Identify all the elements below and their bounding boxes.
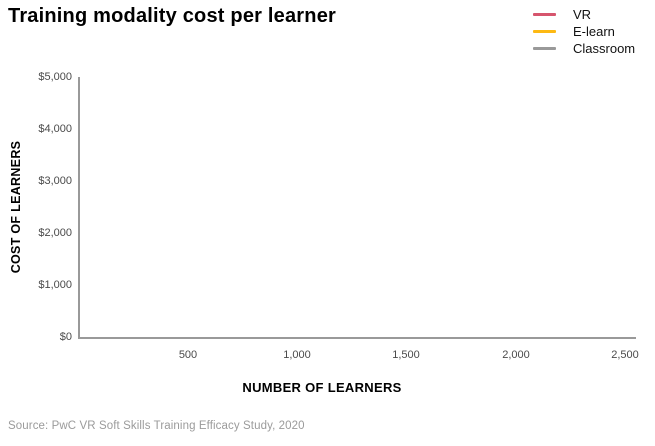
source-note: Source: PwC VR Soft Skills Training Effi… xyxy=(8,420,305,432)
legend-item-vr: VR xyxy=(533,6,635,23)
classroom-line-swatch-icon xyxy=(533,47,556,50)
y-tick-label-2000: $2,000 xyxy=(38,227,72,239)
y-tick-label-0: $0 xyxy=(59,331,72,343)
x-tick-label-1500: 1,500 xyxy=(392,349,420,361)
x-tick-label-2500: 2,500 xyxy=(611,349,639,361)
plot-area xyxy=(80,77,636,337)
x-tick-label-500: 500 xyxy=(178,349,198,361)
y-axis-title: COST OF LEARNERS xyxy=(9,140,23,274)
elearn-line-swatch-icon xyxy=(533,30,556,33)
legend-item-elearn: E-learn xyxy=(533,23,635,40)
legend-label-vr: VR xyxy=(573,7,592,22)
x-axis-line xyxy=(78,337,636,339)
legend-label-elearn: E-learn xyxy=(573,24,615,39)
y-tick-label-1000: $1,000 xyxy=(38,279,72,291)
y-tick-label-4000: $4,000 xyxy=(38,123,72,135)
x-axis-title: NUMBER OF LEARNERS xyxy=(242,380,402,395)
chart-title: Training modality cost per learner xyxy=(8,5,337,27)
x-tick-label-1000: 1,000 xyxy=(283,349,311,361)
vr-line-swatch-icon xyxy=(533,13,556,16)
chart-legend: VR E-learn Classroom xyxy=(533,6,635,57)
y-tick-label-3000: $3,000 xyxy=(38,175,72,187)
x-tick-label-2000: 2,000 xyxy=(502,349,530,361)
legend-item-classroom: Classroom xyxy=(533,40,635,57)
y-tick-label-5000: $5,000 xyxy=(38,71,72,83)
legend-label-classroom: Classroom xyxy=(573,41,636,56)
y-axis-line xyxy=(78,77,80,339)
